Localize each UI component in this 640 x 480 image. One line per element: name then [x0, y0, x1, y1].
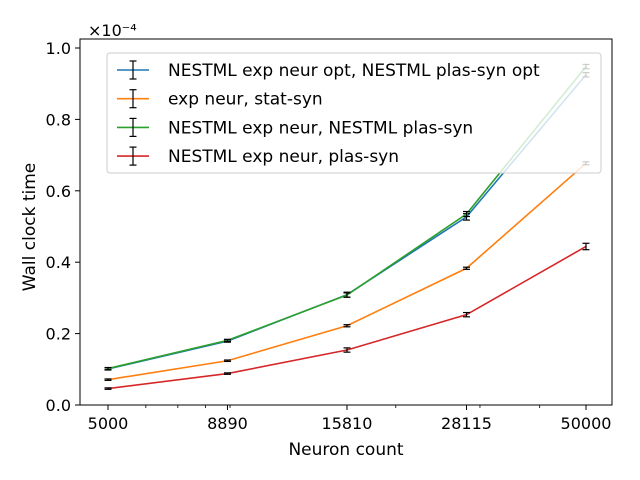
- y-tick-label: 0.0: [46, 396, 71, 415]
- series-4: [104, 242, 590, 390]
- error-bar: [223, 338, 231, 343]
- error-bar: [223, 359, 231, 363]
- error-bar: [104, 378, 112, 381]
- y-tick-label: 0.6: [46, 182, 71, 201]
- error-bar: [462, 210, 470, 218]
- x-tick-label: 28115: [441, 414, 492, 433]
- y-tick-label: 1.0: [46, 39, 71, 58]
- x-tick-label: 15810: [322, 414, 373, 433]
- series-line: [107, 162, 587, 381]
- y-axis-label: Wall clock time: [20, 163, 40, 291]
- x-tick-label: 5000: [88, 414, 129, 433]
- error-bar: [343, 324, 351, 328]
- legend-label: NESTML exp neur, plas-syn: [168, 147, 399, 167]
- y-tick-label: 0.2: [46, 325, 71, 344]
- y-tick-label: 0.4: [46, 253, 71, 272]
- error-bar: [462, 311, 470, 318]
- error-bar: [104, 366, 112, 371]
- legend-item: NESTML exp neur, plas-syn: [117, 146, 399, 167]
- legend-item: NESTML exp neur, NESTML plas-syn: [117, 117, 473, 138]
- x-tick-label: 50000: [561, 414, 612, 433]
- legend-item: NESTML exp neur opt, NESTML plas-syn opt: [117, 60, 540, 81]
- y-scale-label: ×10⁻⁴: [88, 21, 137, 40]
- x-axis-label: Neuron count: [288, 440, 403, 460]
- plot-frame: [79, 38, 613, 406]
- legend-label: NESTML exp neur opt, NESTML plas-syn opt: [168, 61, 540, 81]
- legend-label: exp neur, stat-syn: [168, 90, 323, 110]
- error-bar: [582, 242, 590, 251]
- series-line: [107, 245, 587, 390]
- error-bar: [104, 387, 112, 390]
- axes-layer: 5000 8890 15810 28115 50000 0.0 0.2 0.4 0.6 0.8 1.…: [46, 39, 612, 433]
- legend-item: exp neur, stat-syn: [117, 89, 323, 110]
- error-bar: [343, 347, 351, 353]
- x-tick-label: 8890: [207, 414, 248, 433]
- y-tick-label: 0.8: [46, 110, 71, 129]
- legend-box: [106, 52, 602, 174]
- error-bar: [343, 292, 351, 298]
- error-bar: [462, 266, 470, 270]
- legend: NESTML exp neur opt, NESTML plas-syn opt…: [106, 52, 602, 174]
- legend-label: NESTML exp neur, NESTML plas-syn: [168, 118, 473, 138]
- error-bar: [223, 372, 231, 375]
